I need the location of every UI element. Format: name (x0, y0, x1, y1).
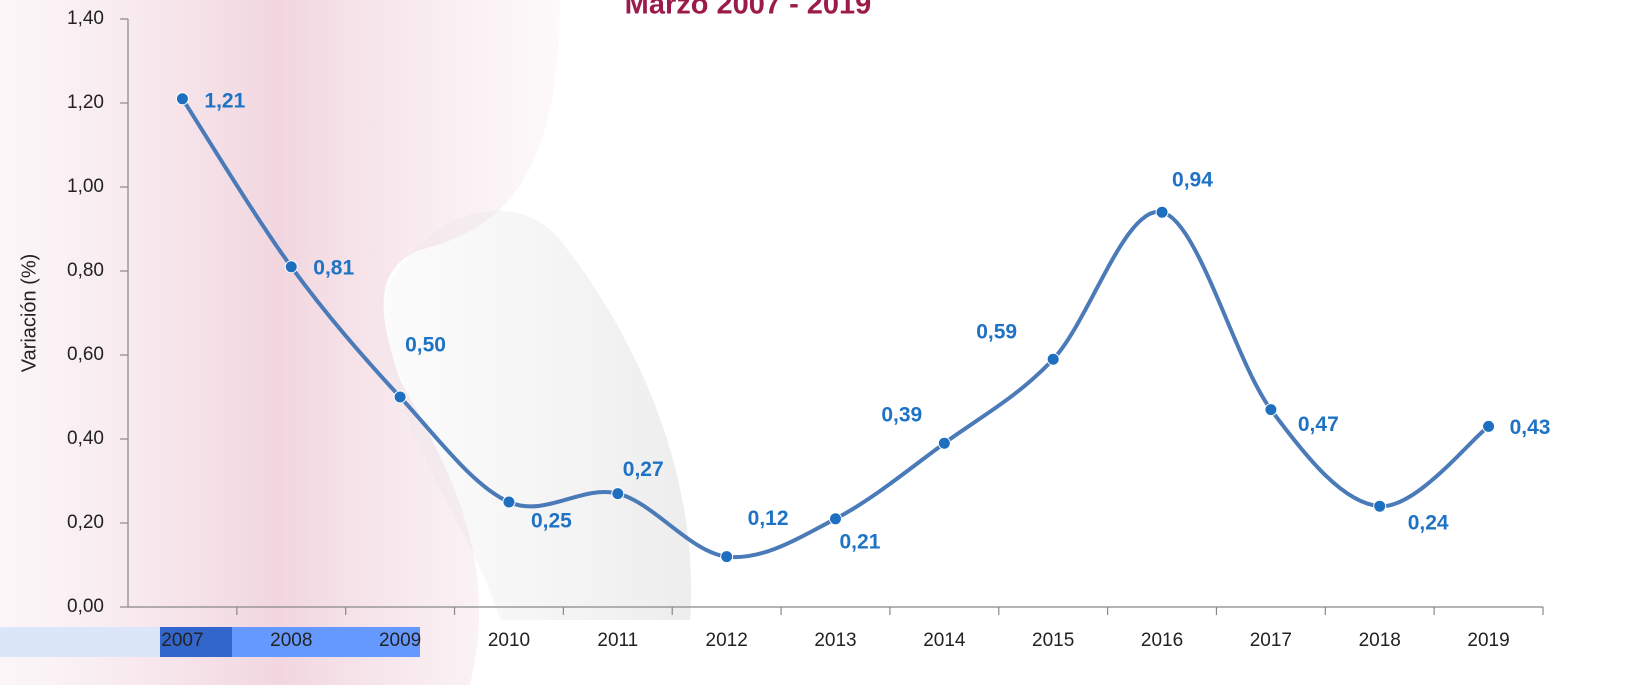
data-point (502, 495, 516, 509)
data-label: 0,81 (313, 256, 354, 279)
y-tick-label: 0,00 (67, 596, 104, 617)
data-point (284, 260, 298, 274)
x-tick-label: 2017 (1250, 630, 1292, 651)
data-label: 0,25 (531, 510, 572, 533)
y-tick-label: 0,80 (67, 260, 104, 281)
data-point (1482, 419, 1496, 433)
y-tick-label: 1,40 (67, 8, 104, 29)
x-tick-label: 2011 (597, 630, 638, 651)
data-point (1373, 499, 1387, 513)
data-label: 0,12 (748, 507, 789, 530)
data-point (393, 390, 407, 404)
x-tick-label: 2009 (379, 630, 421, 651)
y-tick-label: 0,60 (67, 344, 104, 365)
x-tick-label: 2015 (1032, 630, 1074, 651)
data-label: 0,24 (1408, 512, 1449, 535)
x-tick-label: 2014 (923, 630, 966, 651)
y-axis-title: Variación (%) (18, 254, 40, 373)
data-point (1046, 352, 1060, 366)
bottom-strip (232, 627, 420, 657)
x-tick-label: 2018 (1359, 630, 1401, 651)
bottom-strip (160, 627, 232, 657)
x-tick-label: 2019 (1467, 630, 1509, 651)
data-label: 0,47 (1298, 413, 1339, 436)
x-tick-label: 2012 (706, 630, 748, 651)
x-tick-label: 2008 (270, 630, 312, 651)
data-label: 1,21 (204, 89, 245, 112)
data-point (937, 436, 951, 450)
data-label: 0,39 (881, 404, 922, 427)
data-point (1264, 403, 1278, 417)
data-point (175, 92, 189, 106)
y-tick-label: 0,40 (67, 428, 104, 449)
data-label: 0,59 (976, 321, 1017, 344)
background-wave (0, 0, 560, 685)
data-point (829, 512, 842, 526)
data-label: 0,27 (623, 458, 664, 481)
data-point (611, 487, 625, 501)
x-tick-label: 2007 (161, 630, 203, 651)
chart-title: Marzo 2007 - 2019 (625, 0, 872, 21)
bottom-strip (0, 627, 160, 657)
data-label: 0,43 (1510, 416, 1551, 439)
data-label: 0,50 (405, 334, 446, 357)
data-point (1155, 205, 1169, 219)
x-tick-label: 2010 (488, 630, 530, 651)
x-tick-label: 2013 (814, 630, 856, 651)
x-tick-label: 2016 (1141, 630, 1183, 651)
y-tick-label: 0,20 (67, 512, 104, 533)
data-point (720, 550, 734, 564)
y-tick-label: 1,00 (67, 176, 104, 197)
data-label: 0,21 (840, 530, 881, 553)
y-tick-label: 1,20 (67, 92, 104, 113)
data-label: 0,94 (1172, 169, 1213, 192)
background-wave (380, 210, 692, 620)
